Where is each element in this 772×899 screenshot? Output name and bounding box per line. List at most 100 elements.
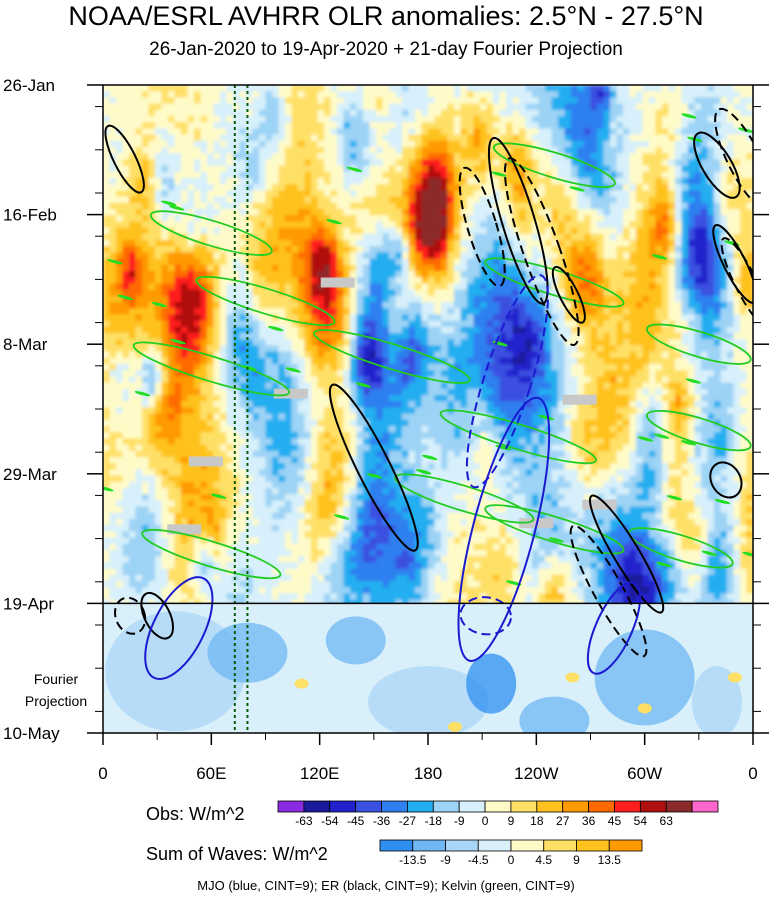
olr-cell (720, 227, 728, 235)
olr-cell (590, 153, 598, 160)
olr-cell (402, 153, 410, 160)
olr-cell (590, 376, 598, 384)
olr-cell (174, 246, 182, 253)
olr-cell (668, 240, 676, 247)
olr-cell (636, 339, 644, 346)
olr-cell (694, 258, 702, 266)
olr-cell (317, 302, 325, 309)
olr-cell (369, 314, 377, 322)
olr-cell (363, 240, 371, 247)
olr-cell (649, 178, 657, 185)
olr-cell (135, 258, 143, 266)
olr-cell (304, 221, 312, 229)
olr-cell (363, 209, 371, 216)
olr-cell (662, 339, 670, 346)
olr-cell (389, 283, 397, 291)
olr-cell (746, 202, 753, 210)
olr-cell (727, 308, 735, 315)
olr-cell (584, 357, 592, 365)
olr-cell (408, 333, 416, 340)
olr-cell (441, 357, 449, 365)
olr-cell (194, 140, 202, 148)
olr-cell (727, 376, 735, 384)
olr-cell (694, 357, 702, 365)
olr-cell (577, 320, 585, 328)
olr-cell (324, 333, 332, 340)
olr-cell (200, 302, 208, 309)
olr-cell (649, 109, 657, 117)
olr-cell (330, 209, 338, 216)
olr-cell (389, 320, 397, 328)
olr-cell (720, 91, 728, 98)
olr-cell (434, 314, 442, 322)
olr-cell (304, 357, 312, 365)
olr-cell (246, 165, 254, 173)
olr-cell (590, 295, 598, 303)
olr-cell (402, 240, 410, 247)
olr-cell (434, 283, 442, 291)
olr-cell (291, 351, 299, 359)
olr-cell (558, 357, 566, 365)
olr-cell (499, 326, 507, 334)
olr-cell (337, 134, 345, 142)
olr-cell (727, 122, 735, 129)
olr-cell (395, 339, 403, 346)
olr-cell (278, 221, 286, 229)
olr-cell (506, 109, 514, 117)
olr-cell (402, 109, 410, 117)
olr-cell (694, 240, 702, 247)
olr-cell (428, 147, 436, 154)
olr-cell (740, 308, 748, 315)
olr-cell (746, 326, 753, 334)
olr-cell (207, 246, 215, 253)
olr-cell (207, 357, 215, 365)
olr-anomaly-field (103, 85, 753, 607)
olr-cell (512, 252, 520, 260)
olr-cell (519, 153, 527, 160)
olr-cell (701, 165, 709, 173)
olr-cell (350, 252, 358, 260)
olr-cell (382, 165, 390, 173)
olr-cell (636, 357, 644, 365)
olr-cell (226, 190, 234, 198)
olr-cell (493, 345, 501, 353)
olr-cell (746, 109, 753, 117)
olr-cell (168, 370, 176, 377)
olr-cell (415, 357, 423, 365)
olr-cell (402, 97, 410, 105)
olr-cell (506, 122, 514, 129)
olr-cell (330, 153, 338, 160)
olr-cell (564, 289, 572, 297)
olr-cell (746, 376, 753, 384)
olr-cell (545, 326, 553, 334)
olr-cell (720, 308, 728, 315)
olr-cell (246, 302, 254, 309)
olr-cell (213, 91, 221, 98)
olr-cell (564, 277, 572, 284)
olr-cell (746, 271, 753, 278)
olr-cell (363, 295, 371, 303)
olr-cell (317, 339, 325, 346)
olr-cell (187, 308, 195, 315)
olr-cell (740, 240, 748, 247)
olr-cell (447, 209, 455, 216)
olr-cell (187, 178, 195, 185)
olr-cell (545, 196, 553, 204)
olr-cell (727, 116, 735, 123)
olr-cell (207, 277, 215, 284)
olr-cell (330, 370, 338, 377)
olr-cell (480, 351, 488, 359)
olr-cell (135, 345, 143, 353)
olr-cell (376, 364, 384, 371)
olr-cell (486, 227, 494, 235)
olr-cell (655, 116, 663, 123)
olr-cell (733, 277, 741, 284)
olr-cell (454, 178, 462, 185)
olr-cell (480, 209, 488, 216)
olr-cell (447, 171, 455, 179)
olr-cell (415, 103, 423, 111)
olr-cell (681, 221, 689, 229)
olr-cell (564, 97, 572, 105)
olr-cell (324, 140, 332, 148)
olr-cell (616, 326, 624, 334)
